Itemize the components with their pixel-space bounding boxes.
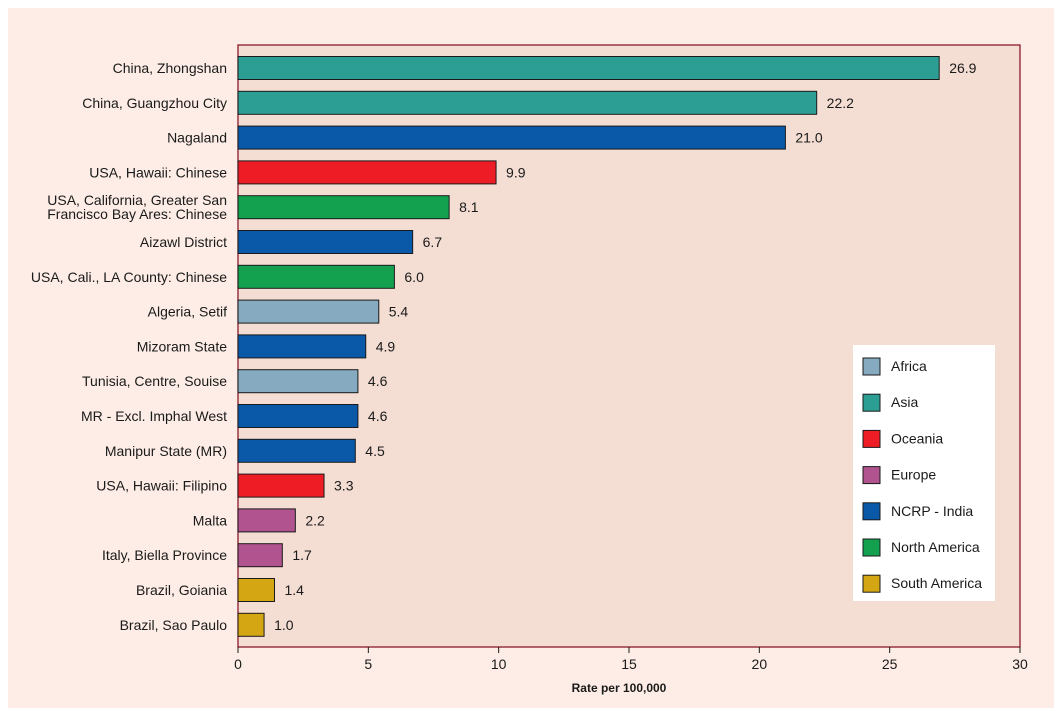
legend-swatch xyxy=(862,538,881,557)
legend-swatch xyxy=(862,502,881,521)
value-label: 8.1 xyxy=(459,199,479,215)
x-tick-label: 20 xyxy=(752,656,768,672)
legend-label: Europe xyxy=(891,467,936,483)
bar xyxy=(237,90,818,115)
value-label: 26.9 xyxy=(949,60,976,76)
category-label: Tunisia, Centre, Souise xyxy=(82,373,227,389)
x-tick-label: 30 xyxy=(1012,656,1028,672)
category-label: China, Zhongshan xyxy=(113,60,227,76)
legend-label: NCRP - India xyxy=(891,503,973,519)
bar xyxy=(237,612,265,637)
value-label: 9.9 xyxy=(506,164,526,180)
bar xyxy=(237,404,359,428)
value-label: 4.6 xyxy=(368,408,388,424)
bar xyxy=(237,160,497,185)
value-label: 4.9 xyxy=(376,338,396,354)
category-label: Brazil, Sao Paulo xyxy=(120,617,228,633)
legend: Africa Asia Oceania Europe NCRP - India North… xyxy=(853,345,995,601)
category-label: Malta xyxy=(193,512,227,528)
x-axis-title: Rate per 100,000 xyxy=(572,681,667,695)
x-axis: 0 5 10 15 20 25 30 xyxy=(234,647,1028,672)
legend-label: Africa xyxy=(891,358,927,374)
category-label: Italy, Biella Province xyxy=(102,547,227,563)
bar xyxy=(237,334,367,359)
bar xyxy=(237,56,940,80)
legend-label: South America xyxy=(891,575,982,591)
value-label: 4.6 xyxy=(368,373,388,389)
category-label: China, Guangzhou City xyxy=(82,95,227,111)
legend-swatch xyxy=(862,393,881,412)
category-label: Aizawl District xyxy=(140,234,227,250)
bar-chart: 26.9 22.2 21.0 9.9 8.1 6.7 6.0 5.4 4.9 4.6 4.6 4.5 3… xyxy=(31,44,1028,695)
category-label: Francisco Bay Ares: Chinese xyxy=(47,206,227,222)
value-label: 6.0 xyxy=(404,269,424,285)
category-label: MR - Excl. Imphal West xyxy=(81,408,227,424)
category-label: USA, Cali., LA County: Chinese xyxy=(31,269,227,285)
value-label: 4.5 xyxy=(365,443,385,459)
legend-label: North America xyxy=(891,539,980,555)
category-label: Manipur State (MR) xyxy=(105,443,227,459)
legend-swatch xyxy=(862,574,881,593)
category-label: USA, Hawaii: Chinese xyxy=(89,164,227,180)
bar xyxy=(237,230,414,254)
x-tick-label: 25 xyxy=(882,656,898,672)
value-label: 6.7 xyxy=(423,234,443,250)
category-labels: China, Zhongshan China, Guangzhou City Nag… xyxy=(31,60,227,633)
legend-swatch xyxy=(862,466,881,485)
x-tick-label: 15 xyxy=(621,656,637,672)
category-label: USA, Hawaii: Filipino xyxy=(96,478,227,494)
bar xyxy=(237,299,380,324)
bars-layer: 26.9 22.2 21.0 9.9 8.1 6.7 6.0 5.4 4.9 4.6 4.6 4.5 3… xyxy=(237,56,977,637)
category-label: Nagaland xyxy=(167,130,227,146)
x-tick-label: 10 xyxy=(491,656,507,672)
value-label: 5.4 xyxy=(389,304,409,320)
bar xyxy=(237,264,395,289)
legend-swatch xyxy=(862,357,881,376)
bar xyxy=(237,125,786,150)
chart-frame: 26.9 22.2 21.0 9.9 8.1 6.7 6.0 5.4 4.9 4.6 4.6 4.5 3… xyxy=(8,8,1054,708)
x-tick-label: 0 xyxy=(234,656,242,672)
x-tick-label: 5 xyxy=(364,656,372,672)
bar xyxy=(237,578,275,602)
value-label: 1.7 xyxy=(292,547,312,563)
category-label: Algeria, Setif xyxy=(148,304,227,320)
bar xyxy=(237,543,283,568)
bar xyxy=(237,438,356,463)
category-label: Brazil, Goiania xyxy=(136,582,227,598)
legend-swatch xyxy=(862,429,881,448)
category-label: USA, California, Greater San xyxy=(47,192,227,208)
value-label: 2.2 xyxy=(305,512,325,528)
value-label: 21.0 xyxy=(795,130,822,146)
category-label: Mizoram State xyxy=(137,338,227,354)
bar xyxy=(237,473,325,498)
value-label: 1.4 xyxy=(284,582,304,598)
value-label: 1.0 xyxy=(274,617,294,633)
bar xyxy=(237,508,296,533)
bar xyxy=(237,195,450,220)
bar xyxy=(237,369,359,394)
legend-label: Asia xyxy=(891,394,918,410)
legend-label: Oceania xyxy=(891,430,943,446)
value-label: 3.3 xyxy=(334,478,354,494)
value-label: 22.2 xyxy=(827,95,854,111)
